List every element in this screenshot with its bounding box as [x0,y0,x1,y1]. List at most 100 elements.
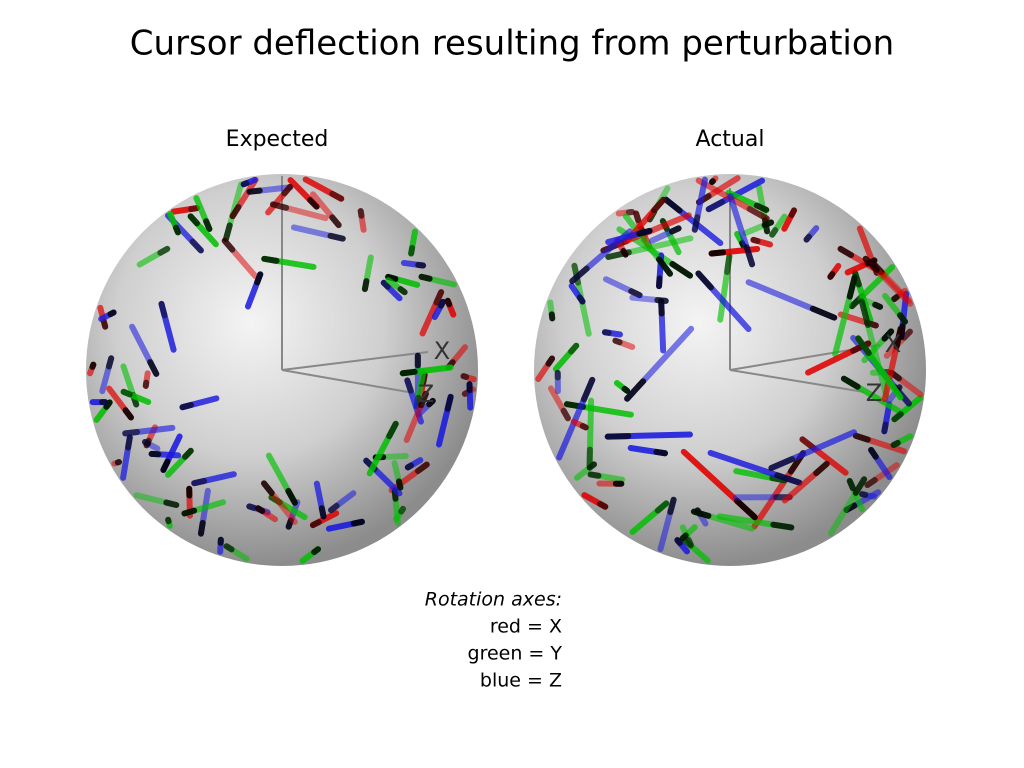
slide-title: Cursor deflection resulting from perturb… [130,24,894,64]
streak [868,446,879,460]
streak [705,199,726,213]
streak [281,183,293,197]
streak [746,206,770,222]
streak [633,210,642,224]
streak [576,294,586,305]
streaks [87,175,924,564]
streak [327,232,346,242]
streak [103,399,113,410]
streak [179,402,194,411]
streak [636,227,653,237]
streak [668,225,682,235]
streak [285,517,294,530]
streak [170,205,200,215]
streak [597,500,609,510]
streak [799,436,849,476]
streak [444,393,454,412]
streak [587,471,602,479]
streak [651,196,667,214]
streak [285,488,298,506]
streak [654,500,670,514]
streak [404,462,414,471]
streak [846,478,856,492]
streak [545,355,556,367]
streak [157,245,171,256]
streak [580,376,596,403]
streak [329,190,345,202]
streak [418,273,433,282]
streak [399,368,418,377]
streak [601,329,612,336]
streak [809,305,838,321]
streak [246,503,257,511]
streak [460,373,470,380]
streak [803,233,812,243]
streak [662,196,683,214]
streak [862,255,880,273]
streak [624,378,647,402]
streak [893,325,904,350]
streak [872,301,884,310]
streak [393,505,407,523]
streak [328,502,340,514]
streak [774,472,803,486]
streak [560,407,571,422]
streak [261,255,280,264]
streak [881,421,889,435]
streak [318,505,327,520]
streak [734,497,758,521]
streak [679,532,689,542]
streak [604,433,632,440]
streak [674,537,683,546]
streak [189,238,204,254]
streak [753,202,770,213]
streak [261,480,275,497]
streak [654,297,669,304]
streak [240,180,250,188]
streak [813,460,830,477]
streak [461,389,470,397]
streak [268,494,308,521]
streak [669,261,694,279]
streak [788,207,798,218]
axis-label: Z [418,380,434,408]
streak [223,543,235,553]
streak [690,508,712,519]
streak [418,390,429,409]
streak [709,178,716,186]
streak [695,270,714,291]
streak [837,245,855,259]
streak [827,271,836,280]
streak [181,507,198,517]
streak [628,288,643,299]
streak [89,361,97,370]
streak [357,208,365,219]
streak [897,312,909,325]
streak [901,328,913,341]
streak [840,375,861,390]
streak [268,494,283,506]
streak [380,279,391,290]
streak [770,521,795,531]
streak [653,448,669,457]
streak [302,176,345,202]
streak [361,278,370,293]
streak [408,245,416,257]
streak [667,496,677,516]
streak [107,309,117,318]
streak [655,256,674,277]
streak [891,293,900,303]
streak [122,429,141,437]
streak [552,342,580,372]
streak [350,518,365,527]
streak [890,439,901,449]
streak [743,244,756,268]
streak [255,505,266,514]
streak [761,219,775,229]
streak [415,261,427,269]
streak [859,491,869,498]
streak [852,476,868,496]
streak [691,214,701,233]
streak [100,318,109,330]
